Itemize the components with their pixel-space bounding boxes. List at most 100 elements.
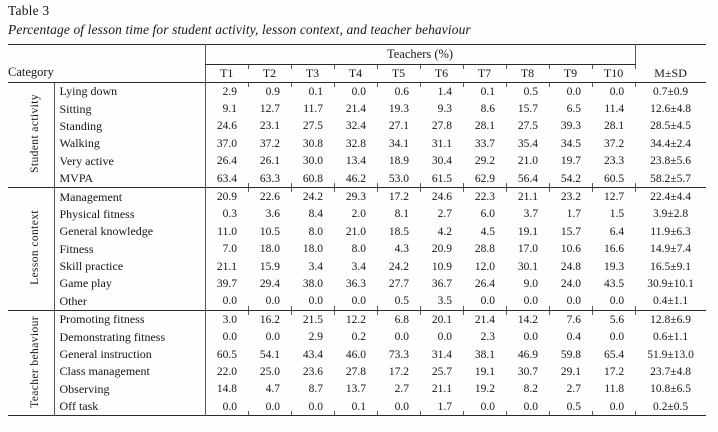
section-label: Lesson context [28, 210, 41, 286]
value-cell: 36.3 [345, 277, 366, 290]
value-cell: 8.0 [351, 243, 366, 256]
table-row: Observing 14.8 4.7 8.7 13.7 2.7 21.1 19.2 8.2 2.7… [8, 380, 706, 399]
section-label: Teacher behaviour [28, 315, 41, 408]
value-cell: 21.1 [216, 260, 237, 273]
value-cell: 54.2 [549, 170, 592, 188]
value-cell: 30.1 [517, 260, 538, 273]
section-label-cell: Teacher behaviour [8, 310, 55, 416]
header-spacer-right [635, 45, 706, 65]
value-cell: 38.1 [474, 348, 495, 361]
teacher-column-header: T5 [377, 64, 420, 83]
table-row: Game play 39.7 29.4 38.0 36.3 27.7 36.7 26.4 9.0… [8, 275, 706, 293]
value-cell: 0.1 [463, 82, 506, 101]
value-cell: 63.4 [216, 172, 237, 185]
category-cell: Management [54, 187, 206, 206]
value-cell: 39.3 [560, 120, 581, 133]
teacher-column-header: T6 [420, 64, 463, 83]
table-section: Student activity Lying down 2.9 0.9 0.1 0.0 0.… [8, 82, 707, 188]
value-cell: 19.1 [474, 365, 495, 378]
value-cell: 36.7 [431, 277, 452, 290]
value-cell: 0.0 [592, 293, 635, 311]
value-cell: 0.0 [222, 400, 237, 413]
mean-sd-cell: 23.7±4.8 [650, 365, 691, 378]
value-cell: 13.4 [345, 155, 366, 168]
mean-sd-cell: 0.2±0.5 [635, 398, 706, 416]
value-cell: 11.4 [604, 103, 625, 116]
category-cell: Walking [54, 135, 206, 153]
value-cell: 37.2 [603, 137, 625, 150]
value-cell: 27.5 [302, 120, 323, 133]
mean-sd-cell: 12.8±6.9 [635, 310, 706, 329]
value-cell: 26.4 [474, 277, 495, 290]
value-cell: 0.0 [523, 331, 538, 344]
value-cell: 1.7 [420, 398, 463, 416]
mean-sd-cell: 16.5±9.1 [650, 260, 691, 273]
value-cell: 54.1 [259, 348, 280, 361]
category-cell: Off task [54, 398, 206, 416]
value-cell: 29.4 [259, 277, 280, 290]
table-row: Physical fitness 0.3 3.6 8.4 2.0 8.1 2.7 6.0 3.7… [8, 205, 706, 224]
category-cell: Very active [54, 152, 206, 170]
value-cell: 0.0 [506, 293, 549, 311]
value-cell: 0.0 [248, 293, 291, 311]
value-cell: 31.4 [431, 348, 452, 361]
category-cell: General instruction [54, 345, 206, 364]
teacher-column-header: T8 [506, 64, 549, 83]
mean-sd-cell: 28.5±4.5 [650, 120, 691, 133]
value-cell: 4.5 [480, 225, 495, 238]
value-cell: 30.7 [517, 365, 538, 378]
value-cell: 23.2 [549, 187, 592, 206]
value-cell: 0.0 [222, 331, 237, 344]
value-cell: 0.0 [592, 82, 635, 101]
data-table: Teachers (%) Category T1 T2 T3 T4 T5 T6 T7 T8 T9… [8, 44, 707, 417]
section-label-cell: Lesson context [8, 187, 55, 311]
value-cell: 23.3 [603, 155, 625, 168]
category-header: Category [8, 64, 206, 83]
value-cell: 0.0 [394, 331, 409, 344]
value-cell: 39.7 [216, 277, 237, 290]
value-cell: 20.9 [431, 243, 452, 256]
category-cell: Standing [54, 117, 206, 136]
table-section: Lesson context Management 20.9 22.6 24.2 29.3… [8, 187, 707, 311]
value-cell: 34.1 [388, 137, 409, 150]
value-cell: 46.0 [345, 348, 366, 361]
value-cell: 8.6 [480, 103, 495, 116]
value-cell: 11.7 [303, 103, 323, 116]
value-cell: 0.1 [291, 82, 334, 101]
value-cell: 27.8 [431, 120, 452, 133]
value-cell: 23.6 [302, 365, 323, 378]
value-cell: 20.1 [420, 310, 463, 329]
value-cell: 10.5 [259, 225, 280, 238]
value-cell: 3.5 [420, 293, 463, 311]
value-cell: 0.0 [248, 398, 291, 416]
table-row: General instruction 60.5 54.1 43.4 46.0 73.3 3… [8, 345, 706, 364]
teacher-column-header: T4 [334, 64, 377, 83]
value-cell: 17.2 [377, 187, 420, 206]
value-cell: 14.2 [506, 310, 549, 329]
value-cell: 24.0 [560, 277, 581, 290]
table-row: MVPA 63.4 63.3 60.8 46.2 53.0 61.5 62.9 56.4 54.2… [8, 169, 706, 188]
category-cell: Skill practice [54, 257, 206, 276]
value-cell: 59.8 [560, 348, 581, 361]
value-cell: 12.2 [334, 310, 377, 329]
table-row: Off task 0.0 0.0 0.0 0.1 0.0 1.7 0.0 0.0 0.5 0.0 0.… [8, 398, 706, 416]
value-cell: 29.3 [334, 187, 377, 206]
teacher-column-header: T7 [463, 64, 506, 83]
value-cell: 0.6 [377, 82, 420, 101]
teachers-group-header: Teachers (%) [204, 44, 636, 65]
value-cell: 2.9 [222, 85, 237, 98]
value-cell: 0.0 [222, 295, 237, 308]
table-row: Student activity Lying down 2.9 0.9 0.1 0.0 0.… [8, 82, 706, 188]
value-cell: 0.0 [592, 398, 635, 416]
value-cell: 4.3 [394, 243, 409, 256]
column-header-row: Category T1 T2 T3 T4 T5 T6 T7 T8 T9 T10 M±SD [8, 64, 707, 83]
value-cell: 25.7 [431, 365, 452, 378]
teacher-column-header: T10 [592, 64, 636, 83]
teacher-column-header: T1 [205, 64, 248, 83]
value-cell: 38.0 [302, 277, 323, 290]
mean-sd-cell: 23.8±5.6 [650, 155, 691, 168]
value-cell: 21.0 [517, 155, 538, 168]
table-row: Sitting 9.1 12.7 11.7 21.4 19.3 9.3 8.6 15.7 6.5 1… [8, 100, 706, 118]
table-row: Very active 26.4 26.1 30.0 13.4 18.9 30.4 29.2 2… [8, 152, 706, 170]
